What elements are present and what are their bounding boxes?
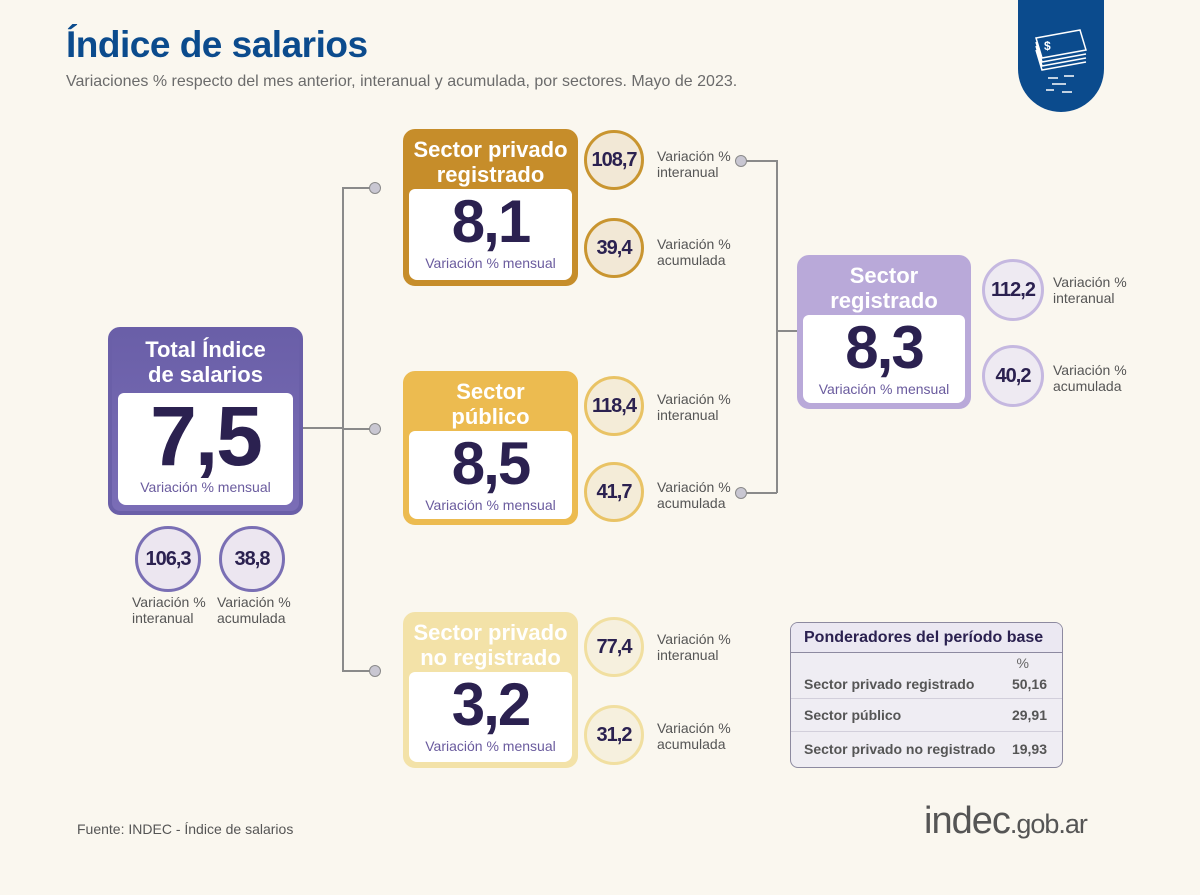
connector-line (342, 428, 372, 430)
money-stack-icon: $ (1018, 0, 1104, 112)
no-registrado-card: Sector privado no registrado 3,2 Variación… (403, 612, 578, 768)
card-title: no registrado (420, 645, 561, 670)
weights-table: Ponderadores del período base % Sector p… (790, 622, 1063, 768)
connector-dot (369, 423, 381, 435)
circle-label: Variación % (132, 594, 206, 610)
interanual-circle: 112,2 (982, 259, 1044, 321)
connector-line (746, 160, 777, 162)
row-name: Sector privado registrado (804, 676, 975, 692)
monthly-value: 8,3 (845, 314, 924, 381)
svg-text:$: $ (1044, 39, 1051, 53)
circle-label: Variación % (657, 391, 731, 407)
row-value: 29,91 (1011, 707, 1047, 723)
monthly-value: 8,1 (451, 188, 531, 255)
circle-label: interanual (132, 610, 194, 626)
interanual-circle: 108,7 (584, 130, 644, 190)
card-title: registrado (830, 288, 938, 313)
row-name: Sector privado no registrado (804, 741, 996, 757)
monthly-label: Variación % mensual (425, 738, 556, 754)
circle-label: Variación % (1053, 274, 1127, 290)
connector-line (342, 187, 372, 189)
acumulada-circle: 38,8 (219, 526, 285, 592)
connector-line (776, 160, 778, 493)
card-title: Sector (849, 263, 919, 288)
connector-line (302, 427, 343, 429)
row-value: 19,93 (1011, 741, 1047, 757)
circle-label: Variación % (657, 479, 731, 495)
indec-logo[interactable]: indec.gob.ar (924, 800, 1088, 843)
connector-dot (369, 182, 381, 194)
circle-label: acumulada (657, 736, 726, 752)
monthly-label: Variación % mensual (818, 381, 950, 397)
monthly-value: 8,5 (451, 430, 531, 497)
card-title: Sector privado (413, 620, 568, 645)
acumulada-circle: 31,2 (584, 705, 644, 765)
circle-label: interanual (657, 647, 719, 663)
monthly-label: Variación % mensual (425, 255, 556, 271)
circle-label: Variación % (657, 236, 731, 252)
circle-label: acumulada (217, 610, 286, 626)
row-name: Sector público (804, 707, 902, 723)
table-row: Sector privado no registrado 19,93 (791, 732, 1062, 765)
monthly-value: 7,5 (150, 389, 263, 483)
interanual-circle: 118,4 (584, 376, 644, 436)
connector-dot (735, 155, 747, 167)
acumulada-circle: 41,7 (584, 462, 644, 522)
connector-line (746, 492, 777, 494)
source-note: Fuente: INDEC - Índice de salarios (77, 821, 294, 837)
monthly-label: Variación % mensual (140, 479, 271, 495)
circle-label: interanual (657, 164, 719, 180)
logo-suffix: .gob.ar (1009, 809, 1088, 839)
total-card: Total Índice de salarios 7,5 Variación % m… (108, 327, 303, 515)
row-value: 50,16 (1011, 676, 1047, 692)
circle-label: Variación % (657, 148, 731, 164)
circle-label: interanual (1053, 290, 1115, 306)
circle-label: Variación % (657, 720, 731, 736)
publico-card: Sector público 8,5 Variación % mensual (403, 371, 578, 525)
table-row: Sector privado registrado 50,16 (791, 671, 1062, 699)
interanual-circle: 106,3 (135, 526, 201, 592)
card-title: Sector (456, 379, 525, 404)
card-title: Total Índice (145, 337, 266, 362)
logo-main: indec (924, 800, 1011, 842)
connector-dot (735, 487, 747, 499)
unit-header: % (1016, 655, 1029, 671)
circle-label: Variación % (217, 594, 291, 610)
acumulada-circle: 40,2 (982, 345, 1044, 407)
monthly-value: 3,2 (451, 671, 531, 738)
acumulada-circle: 39,4 (584, 218, 644, 278)
monthly-label: Variación % mensual (425, 497, 556, 513)
table-title: Ponderadores del período base (791, 623, 1062, 653)
circle-label: Variación % (1053, 362, 1127, 378)
circle-label: acumulada (1053, 378, 1122, 394)
circle-label: Variación % (657, 631, 731, 647)
circle-label: interanual (657, 407, 719, 423)
privado-registrado-card: Sector privado registrado 8,1 Variación % … (403, 129, 578, 286)
connector-dot (369, 665, 381, 677)
interanual-circle: 77,4 (584, 617, 644, 677)
card-title: registrado (436, 162, 545, 187)
registrado-card: Sector registrado 8,3 Variación % mensual (797, 255, 971, 409)
page-title: Índice de salarios (66, 24, 368, 65)
connector-line (342, 670, 372, 672)
circle-label: acumulada (657, 252, 726, 268)
page-subtitle: Variaciones % respecto del mes anterior,… (66, 73, 738, 90)
card-title: de salarios (148, 362, 263, 387)
card-title: Sector privado (413, 137, 568, 162)
card-title: público (451, 404, 530, 429)
table-row: Sector público 29,91 (791, 699, 1062, 732)
circle-label: acumulada (657, 495, 726, 511)
connector-line (776, 330, 798, 332)
